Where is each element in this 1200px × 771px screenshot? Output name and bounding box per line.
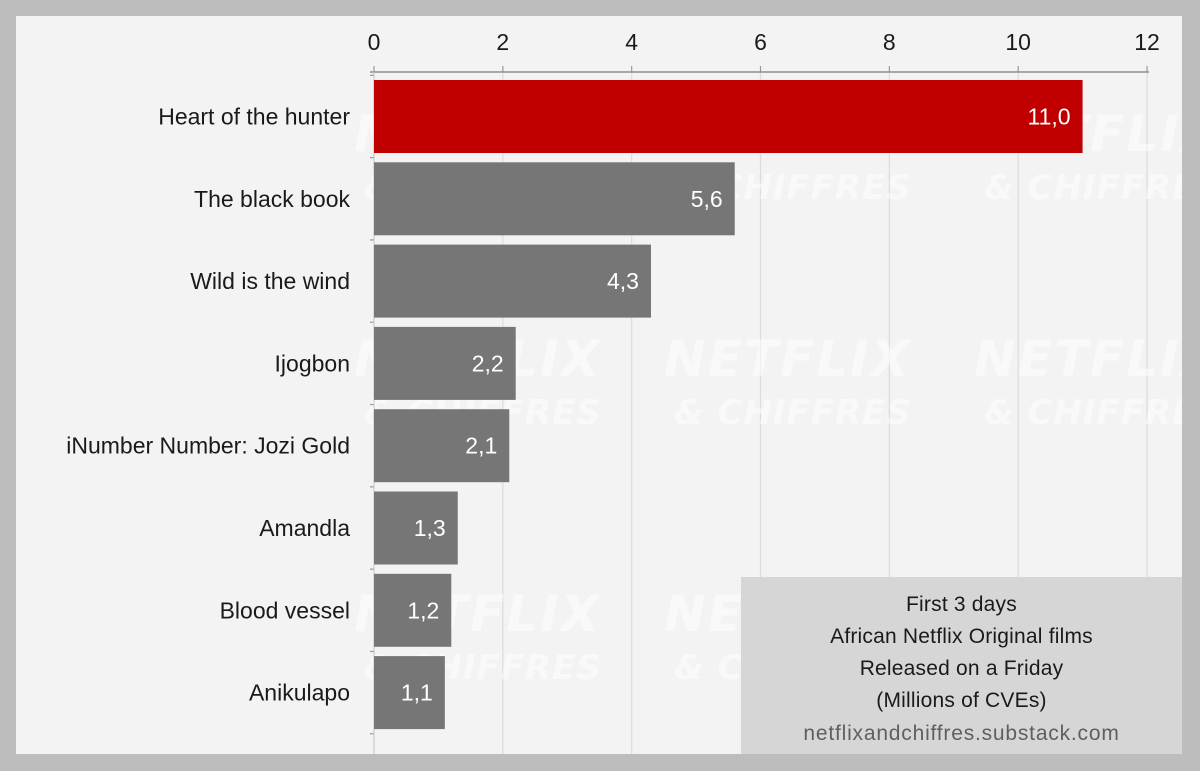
bar-value-label: 2,2 [472,350,504,376]
chart-note: First 3 days African Netflix Original fi… [741,577,1182,754]
bar-value-label: 1,3 [414,515,446,541]
bar-value-label: 4,3 [607,268,639,294]
x-tick-label: 10 [1005,29,1031,55]
bar [374,656,445,730]
bar [374,409,510,483]
x-tick-label: 6 [754,29,767,55]
bar-value-label: 2,1 [465,433,497,459]
bar-value-label: 5,6 [691,186,723,212]
bar [374,326,516,400]
bar [374,573,452,647]
category-label: Anikulapo [249,680,350,706]
note-line: (Millions of CVEs) [876,689,1047,712]
category-label: Heart of the hunter [158,104,350,130]
category-label: iNumber Number: Jozi Gold [66,433,350,459]
x-tick-label: 12 [1134,29,1160,55]
bar [374,244,651,318]
x-tick-label: 8 [883,29,896,55]
watermark-text: & CHIFFRES [984,393,1182,433]
note-line: African Netflix Original films [830,625,1093,648]
x-tick-label: 0 [368,29,381,55]
bar [374,162,735,236]
watermark-text: NETFLIX [664,330,912,388]
source-url: netflixandchiffres.substack.com [803,722,1120,745]
category-label: The black book [194,186,350,212]
note-line: First 3 days [906,593,1017,616]
bar-value-label: 1,2 [407,597,439,623]
bar [374,80,1083,153]
bar-value-label: 11,0 [1028,104,1071,130]
category-label: Amandla [259,515,350,541]
watermark-text: & CHIFFRES [984,168,1182,208]
bar-value-label: 1,1 [401,680,433,706]
note-line: Released on a Friday [859,657,1064,680]
x-tick-label: 4 [625,29,638,55]
watermark-text: NETFLIX [974,330,1182,388]
bar [374,491,458,565]
category-label: Wild is the wind [190,268,350,294]
watermark-text: & CHIFFRES [674,393,912,433]
x-tick-label: 2 [496,29,509,55]
category-label: Blood vessel [220,597,350,623]
category-label: Ijogbon [275,350,350,376]
